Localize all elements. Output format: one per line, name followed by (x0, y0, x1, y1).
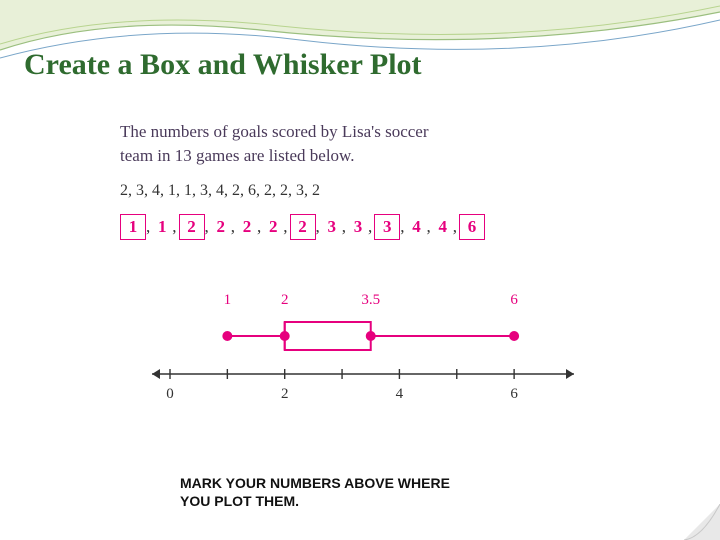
five-number-value: 2 (179, 214, 205, 240)
caption-line-1: MARK YOUR NUMBERS ABOVE WHERE (180, 475, 450, 491)
page-curl-icon (684, 504, 720, 540)
sorted-value: 4 (433, 214, 453, 240)
instruction-caption: MARK YOUR NUMBERS ABOVE WHERE YOU PLOT T… (180, 474, 560, 510)
svg-text:6: 6 (510, 386, 518, 402)
problem-line-2: team in 13 games are listed below. (120, 146, 354, 165)
sorted-value: 2 (211, 214, 231, 240)
boxplot-chart: 1 2 3.5 6 0 2 4 6 (140, 264, 580, 424)
svg-text:2: 2 (281, 386, 289, 402)
five-number-value: 3 (374, 214, 400, 240)
svg-text:0: 0 (166, 386, 174, 402)
problem-line-1: The numbers of goals scored by Lisa's so… (120, 122, 429, 141)
svg-text:6: 6 (510, 292, 518, 308)
content-panel: The numbers of goals scored by Lisa's so… (120, 120, 600, 450)
svg-text:4: 4 (396, 386, 404, 402)
sorted-value: 3 (348, 214, 368, 240)
caption-line-2: YOU PLOT THEM. (180, 493, 299, 509)
five-number-value: 6 (459, 214, 485, 240)
five-number-value: 2 (290, 214, 316, 240)
sorted-value: 1 (152, 214, 172, 240)
sorted-value: 4 (407, 214, 427, 240)
unsorted-data-list: 2, 3, 4, 1, 1, 3, 4, 2, 6, 2, 2, 3, 2 (120, 182, 600, 200)
sorted-value: 2 (263, 214, 283, 240)
svg-text:1: 1 (224, 292, 232, 308)
page-title: Create a Box and Whisker Plot (24, 48, 422, 82)
sorted-data-list: 1,1,2,2,2,2,2,3,3,3,4,4,6 (120, 214, 600, 240)
svg-text:3.5: 3.5 (361, 292, 380, 308)
sorted-value: 2 (237, 214, 257, 240)
svg-text:2: 2 (281, 292, 289, 308)
problem-statement: The numbers of goals scored by Lisa's so… (120, 120, 600, 168)
five-number-value: 1 (120, 214, 146, 240)
sorted-value: 3 (322, 214, 342, 240)
